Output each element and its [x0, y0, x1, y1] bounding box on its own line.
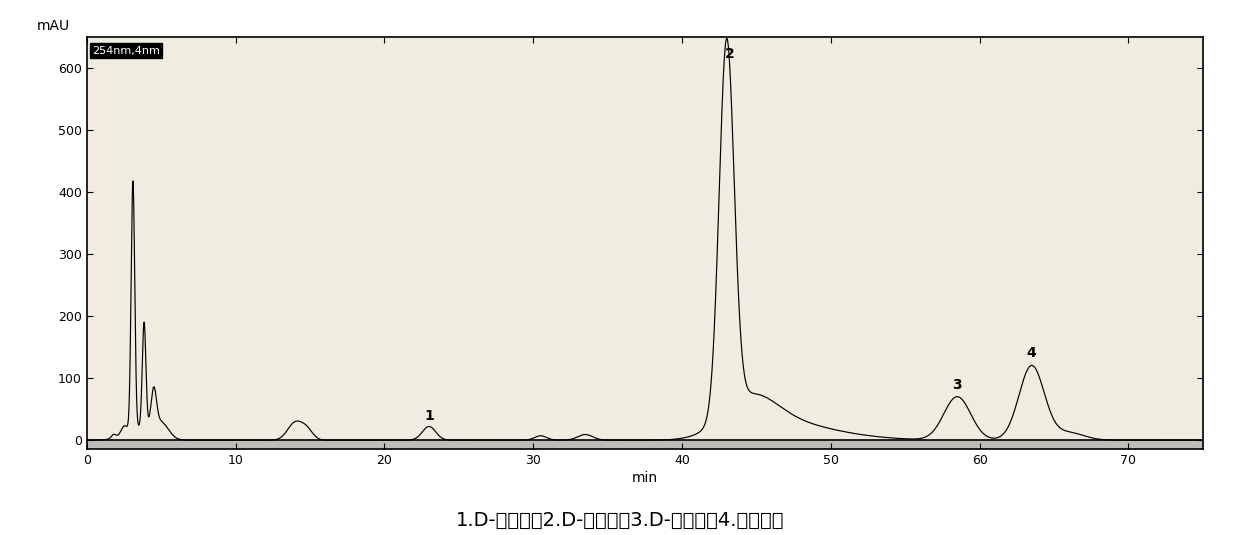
Text: 1: 1 [424, 409, 434, 423]
Text: 1.D-甘露糖；2.D-葡萄糖；3.D-半乳糖；4.阿拉伯糖: 1.D-甘露糖；2.D-葡萄糖；3.D-半乳糖；4.阿拉伯糖 [456, 510, 784, 530]
X-axis label: min: min [631, 471, 658, 485]
Text: mAU: mAU [37, 19, 69, 33]
Text: 3: 3 [952, 378, 962, 392]
Text: 4: 4 [1027, 346, 1037, 360]
Text: 254nm,4nm: 254nm,4nm [93, 45, 160, 56]
Text: 2: 2 [724, 47, 734, 61]
Bar [87, 440, 1203, 449]
